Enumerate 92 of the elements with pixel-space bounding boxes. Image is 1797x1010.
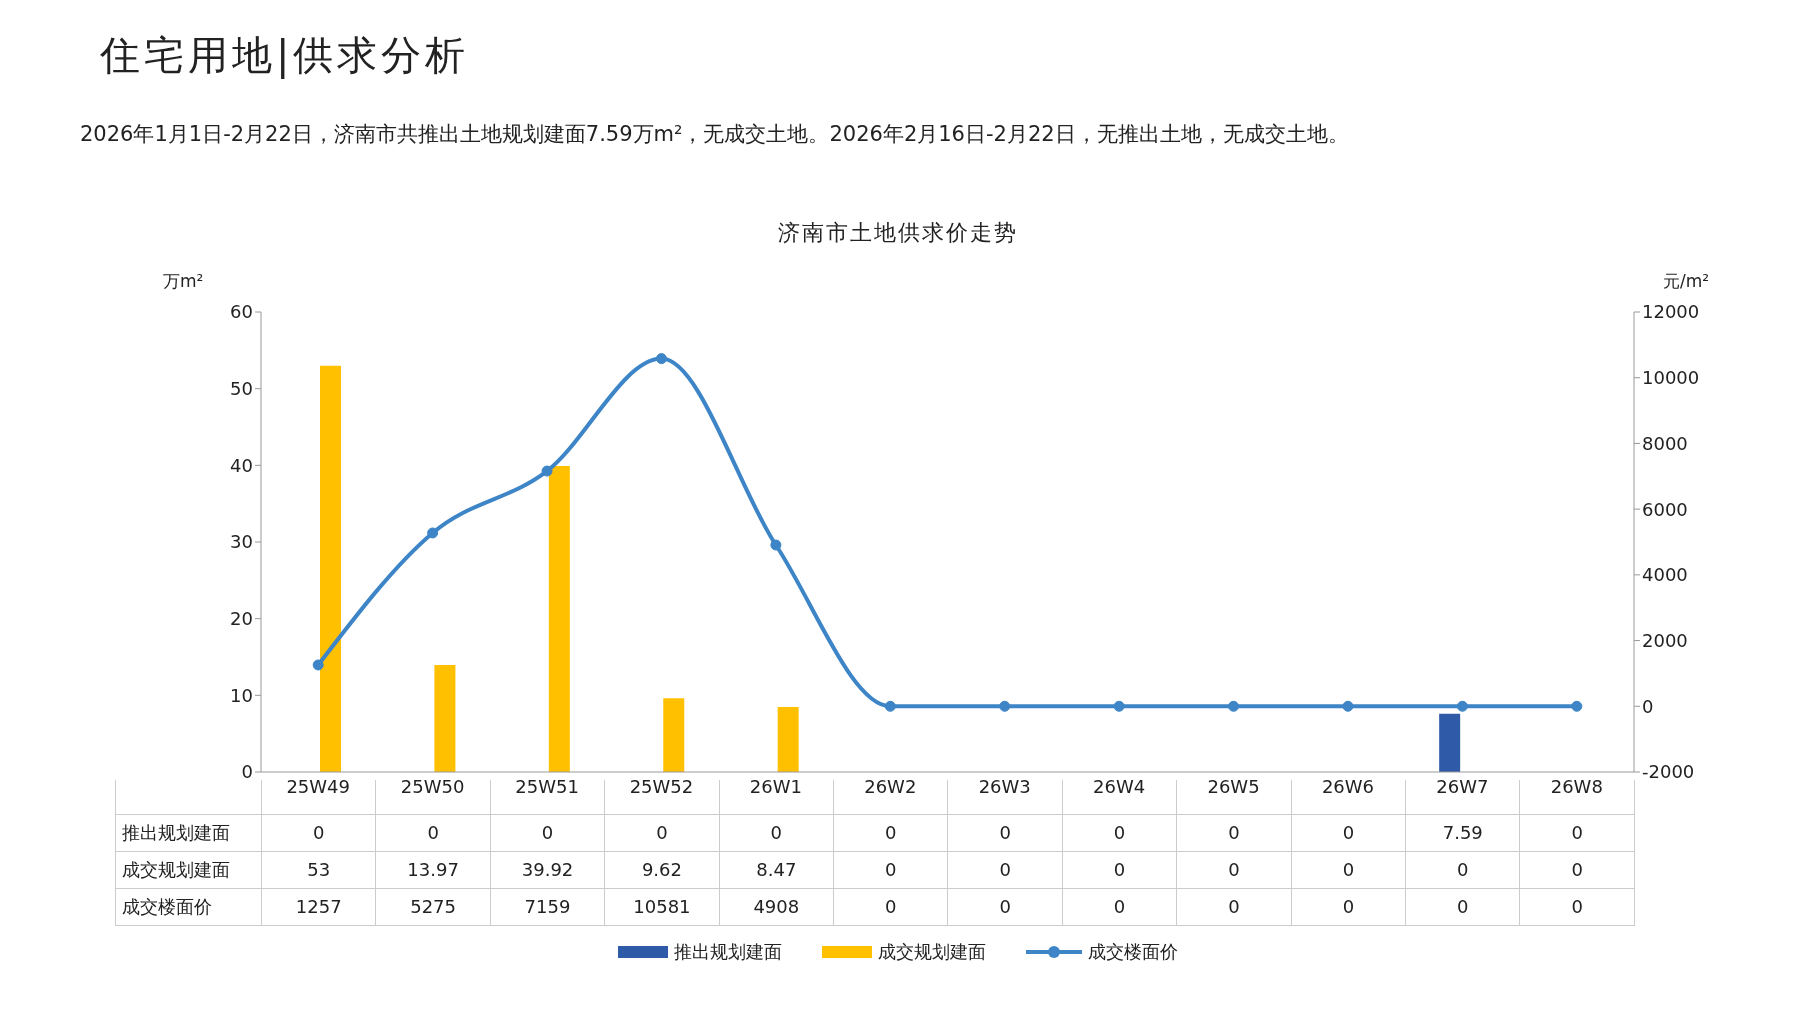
data-label: 7159 [490,888,605,925]
x-tick-label: 25W50 [400,775,465,797]
y2-tick-label: 12000 [1642,301,1700,323]
x-tick-label: 25W52 [629,775,694,797]
data-label: 0 [1291,851,1406,888]
x-tick-label: 26W3 [978,775,1031,797]
y-tick-label: 20 [230,608,253,630]
data-label: 0 [1519,851,1635,888]
y2-tick-label: 2000 [1642,629,1688,651]
chart-title: 住宅用地|供求分析 [100,31,470,81]
y-tick-label: 30 [230,531,253,553]
y2-tick-label: 10000 [1642,367,1700,389]
data-label: 0 [1176,888,1292,925]
bar [777,707,799,772]
x-tick-label: 25W49 [286,775,351,797]
data-label: 0 [947,851,1063,888]
y-tick-label: 40 [230,454,253,476]
data-label: 0 [833,888,948,925]
point [999,700,1011,712]
data-label: 5275 [375,888,491,925]
y-tick-label: 0 [241,761,253,783]
point [1571,700,1583,712]
y2-tick-label: 0 [1642,695,1654,717]
chart-subtitle: 2026年1月1日-2月22日，济南市共推出土地规划建面7.59万m²，无成交土地。2026年2月16日-2月22日，无推出土地，无成交土地。 [80,121,1349,148]
data-label: 0 [1291,888,1406,925]
point [884,700,896,712]
point [427,527,439,539]
data-label: 0 [1176,851,1292,888]
legend-label: 成交规划建面 [878,940,986,964]
data-label: 0 [1405,888,1520,925]
data-label: 0 [1291,814,1406,851]
x-tick-label: 26W4 [1093,775,1146,797]
y-tick-label: 50 [230,378,253,400]
data-label: 0 [947,814,1063,851]
y-axis-title: 万m² [163,270,204,293]
data-label: 4908 [719,888,834,925]
point [655,353,667,365]
data-label: 0 [261,814,376,851]
x-tick-label: 26W2 [864,775,917,797]
point [1456,700,1468,712]
y-tick-label: 60 [230,301,253,323]
data-label: 1257 [261,888,376,925]
y2-tick-label: 6000 [1642,498,1688,520]
data-label: 0 [375,814,491,851]
y2-axis-title: 元/m² [1663,270,1710,293]
x-tick-label: 26W6 [1321,775,1375,797]
y2-tick-label: 4000 [1642,564,1688,586]
point [541,465,553,477]
data-label: 0 [833,851,948,888]
data-label: 0 [1062,851,1177,888]
data-label: 10581 [604,888,720,925]
legend-label: 推出规划建面 [674,940,782,964]
bar [663,698,685,772]
y2-tick-label: 8000 [1642,432,1688,454]
bar [1439,713,1461,772]
data-label: 0 [1062,888,1177,925]
point [1113,700,1125,712]
point [770,539,782,551]
y-tick-label: 10 [230,684,253,706]
bar [320,365,341,772]
bar [434,664,456,772]
point [1342,700,1354,712]
x-tick-label: 26W5 [1207,775,1260,797]
x-tick-label: 25W51 [515,775,579,797]
text: 推出规划建面 [122,821,230,843]
data-label: 0 [490,814,605,851]
data-label: 0 [1519,888,1635,925]
data-label: 0 [1062,814,1177,851]
data-label: 0 [947,888,1063,925]
bar [548,465,570,772]
legend-label: 成交楼面价 [1088,940,1178,964]
point [312,659,324,671]
x-tick-label: 26W7 [1436,775,1489,797]
data-label: 0 [833,814,948,851]
data-label: 8.47 [719,851,834,888]
data-label: 0 [1176,814,1292,851]
data-label: 0 [604,814,720,851]
x-tick-label: 26W1 [749,775,802,797]
text: 济南市土地供求价走势 [777,219,1019,247]
data-label: 0 [1519,814,1635,851]
text: 成交楼面价 [122,895,212,917]
data-label: 7.59 [1405,814,1520,851]
data-label: 0 [719,814,834,851]
data-label: 13.97 [375,851,491,888]
y2-tick-label: -2000 [1642,761,1695,783]
data-label: 0 [1405,851,1520,888]
data-label: 39.92 [490,851,605,888]
x-tick-label: 26W8 [1550,775,1603,797]
text: 成交规划建面 [122,858,230,880]
point [1228,700,1240,712]
data-label: 9.62 [604,851,720,888]
data-label: 53 [261,851,376,888]
